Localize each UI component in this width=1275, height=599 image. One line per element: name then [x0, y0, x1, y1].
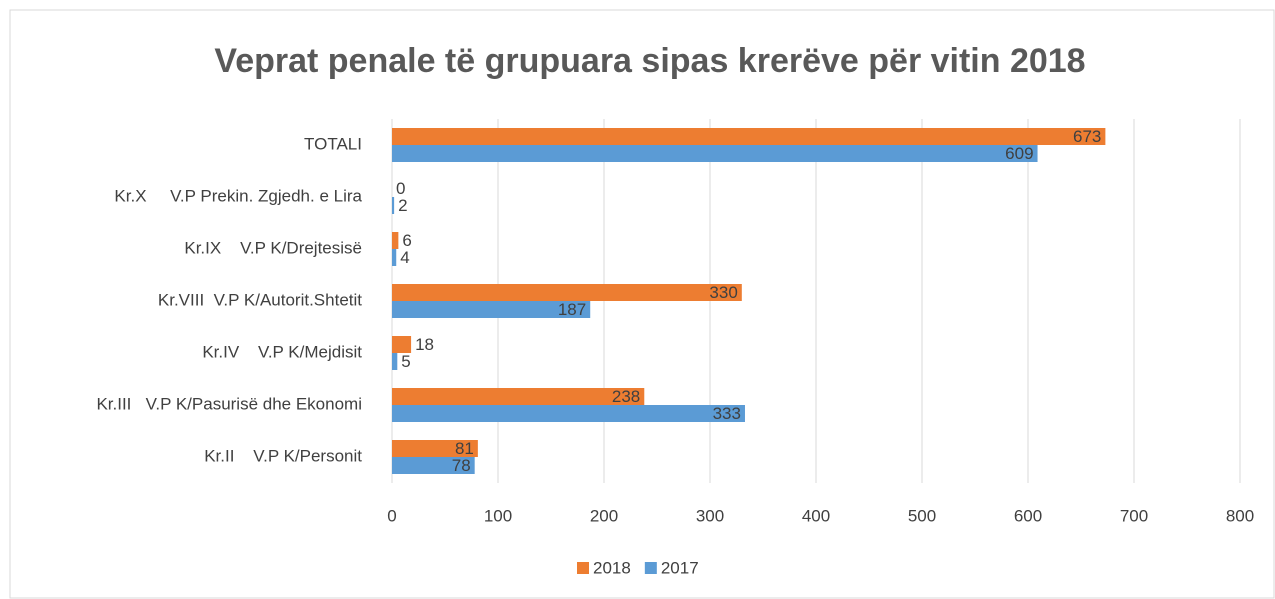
x-tick-label: 300: [696, 506, 724, 525]
x-tick-label: 700: [1120, 506, 1148, 525]
bar: [392, 197, 395, 214]
bar: [392, 336, 412, 353]
y-tick-label: Kr.III V.P K/Pasurisë dhe Ekonomi: [96, 394, 362, 413]
bar: [392, 249, 397, 266]
chart-border: [9, 9, 1275, 599]
y-tick-label: Kr.IV V.P K/Mejdisit: [202, 342, 362, 361]
data-label: 609: [1005, 144, 1033, 163]
bar: [392, 284, 742, 301]
data-label: 2: [398, 196, 407, 215]
y-tick-label: Kr.VIII V.P K/Autorit.Shtetit: [158, 290, 362, 309]
x-tick-label: 800: [1226, 506, 1254, 525]
data-label: 18: [415, 335, 434, 354]
bar: [392, 232, 399, 249]
x-tick-label: 200: [590, 506, 618, 525]
bar: [392, 301, 591, 318]
bar: [392, 405, 745, 422]
chart-title: Veprat penale të grupuara sipas krerëve …: [214, 42, 1085, 80]
data-label: 673: [1073, 127, 1101, 146]
bar: [392, 440, 478, 457]
data-label: 0: [396, 179, 405, 198]
data-label: 333: [713, 404, 741, 423]
x-tick-label: 400: [802, 506, 830, 525]
bar: [392, 388, 645, 405]
y-tick-label: Kr.IX V.P K/Drejtesisë: [184, 238, 362, 257]
x-tick-label: 600: [1014, 506, 1042, 525]
bar: [392, 457, 475, 474]
bar: [392, 353, 398, 370]
x-tick-label: 100: [484, 506, 512, 525]
data-label: 4: [400, 248, 409, 267]
legend-swatch: [577, 562, 589, 574]
y-tick-label: Kr.II V.P K/Personit: [204, 446, 362, 465]
x-tick-label: 500: [908, 506, 936, 525]
legend-label: 2018: [593, 558, 631, 577]
y-tick-label: Kr.X V.P Prekin. Zgjedh. e Lira: [114, 186, 362, 205]
data-label: 6: [402, 231, 411, 250]
data-label: 78: [452, 456, 471, 475]
data-label: 187: [558, 300, 586, 319]
x-tick-label: 0: [387, 506, 396, 525]
legend-swatch: [644, 562, 657, 574]
data-label: 330: [709, 283, 737, 302]
data-label: 5: [401, 352, 410, 371]
legend-label: 2017: [661, 558, 699, 577]
y-tick-label: TOTALI: [304, 134, 362, 153]
data-label: 238: [612, 387, 640, 406]
data-label: 81: [455, 439, 474, 458]
bar: [392, 145, 1038, 162]
bar: [392, 128, 1106, 145]
